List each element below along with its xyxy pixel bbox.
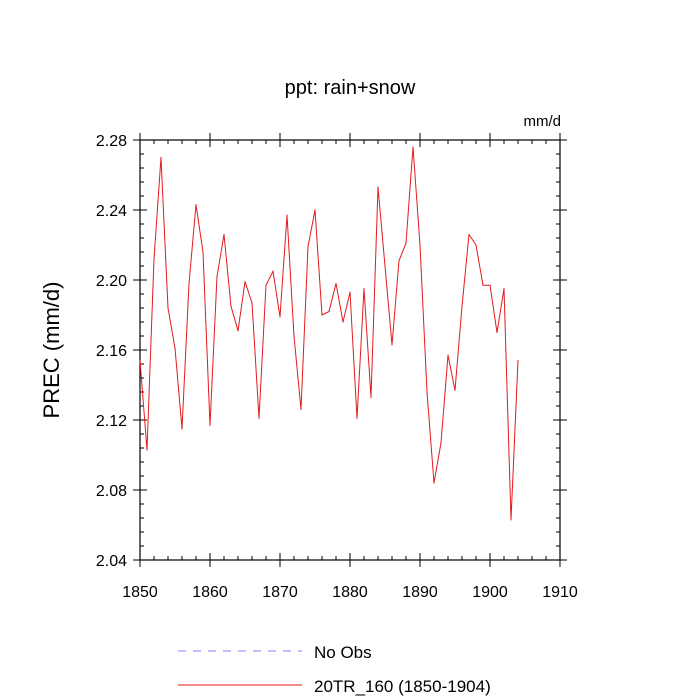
data-point — [377, 186, 379, 188]
y-tick-label: 2.04 — [96, 553, 127, 570]
data-point — [468, 233, 470, 236]
data-point — [139, 359, 141, 362]
data-point — [384, 265, 386, 267]
data-point — [244, 281, 246, 283]
data-point — [279, 316, 281, 318]
chart-title: ppt: rain+snow — [285, 77, 416, 99]
data-point — [356, 417, 358, 419]
data-point — [293, 335, 295, 337]
data-point — [398, 260, 400, 262]
data-point — [160, 156, 162, 159]
data-point — [503, 288, 505, 290]
y-tick-label: 2.20 — [96, 273, 127, 290]
data-point — [405, 242, 407, 244]
data-point — [517, 359, 519, 362]
y-tick-label: 2.24 — [96, 203, 127, 220]
data-point — [209, 424, 211, 426]
data-point — [181, 428, 183, 430]
y-axis-ticks — [133, 139, 567, 561]
data-point — [370, 396, 372, 398]
y-tick-label: 2.12 — [96, 413, 127, 430]
data-point — [440, 442, 442, 444]
data-point — [510, 519, 512, 521]
y-tick-label: 2.08 — [96, 483, 127, 500]
data-point — [174, 347, 176, 349]
x-tick-label: 1880 — [332, 584, 368, 601]
units-label: mm/d — [524, 113, 562, 130]
data-point — [153, 258, 155, 260]
x-tick-label: 1850 — [122, 584, 158, 601]
data-point — [237, 330, 239, 332]
x-axis-tick-labels: 1850 1860 1870 1880 1890 1900 1910 — [122, 584, 578, 601]
data-point — [286, 214, 288, 216]
x-tick-label: 1910 — [542, 584, 578, 601]
data-point — [216, 275, 218, 278]
data-point — [454, 389, 456, 391]
data-point — [223, 233, 225, 236]
data-point — [272, 270, 274, 272]
data-point — [230, 305, 232, 307]
data-point — [496, 331, 498, 334]
series-lines — [139, 146, 519, 521]
x-tick-label: 1870 — [262, 584, 298, 601]
y-axis-tick-labels: 2.04 2.08 2.12 2.16 2.20 2.24 2.28 — [96, 133, 127, 570]
x-tick-label: 1890 — [402, 584, 438, 601]
data-point — [412, 146, 414, 148]
data-point — [307, 246, 309, 248]
data-point — [461, 305, 463, 307]
data-point — [426, 391, 428, 393]
y-tick-label: 2.28 — [96, 133, 127, 150]
data-point — [251, 302, 253, 304]
data-point — [195, 204, 197, 206]
legend-label-no-obs: No Obs — [314, 643, 372, 662]
x-axis-ticks — [139, 133, 561, 567]
data-point — [300, 408, 302, 411]
data-point — [447, 354, 449, 356]
y-tick-label: 2.16 — [96, 343, 127, 360]
data-point — [265, 284, 267, 286]
data-point — [335, 282, 337, 285]
data-point — [363, 288, 365, 290]
data-point — [146, 449, 148, 451]
x-tick-label: 1900 — [472, 584, 508, 601]
data-point — [321, 314, 323, 316]
data-point — [419, 244, 421, 246]
data-point — [482, 284, 484, 286]
data-point — [391, 344, 393, 346]
data-point — [202, 251, 204, 253]
data-point — [342, 321, 344, 323]
data-point — [433, 482, 435, 484]
data-point — [314, 209, 316, 211]
y-axis-label: PREC (mm/d) — [39, 282, 64, 419]
plot-frame — [139, 139, 561, 561]
data-point — [258, 417, 260, 419]
data-point — [475, 244, 477, 246]
data-point — [328, 310, 330, 313]
data-point — [167, 307, 169, 309]
x-tick-label: 1860 — [192, 584, 228, 601]
legend-label-20tr-160: 20TR_160 (1850-1904) — [314, 677, 491, 696]
data-point — [188, 282, 190, 285]
data-point — [489, 284, 491, 286]
legend: No Obs 20TR_160 (1850-1904) — [178, 643, 491, 696]
data-point — [349, 291, 351, 293]
series-line-20tr-160 — [139, 146, 519, 521]
